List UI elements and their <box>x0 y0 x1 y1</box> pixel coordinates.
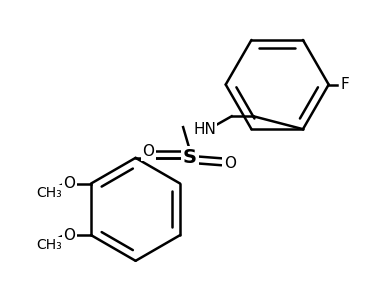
Text: O: O <box>142 144 154 159</box>
Text: O: O <box>63 227 75 243</box>
Text: S: S <box>183 148 197 167</box>
Text: CH₃: CH₃ <box>37 238 62 252</box>
Text: O: O <box>223 156 236 171</box>
Text: F: F <box>340 77 349 92</box>
Text: O: O <box>63 176 75 191</box>
Text: HN: HN <box>193 122 216 137</box>
Text: CH₃: CH₃ <box>37 187 62 201</box>
